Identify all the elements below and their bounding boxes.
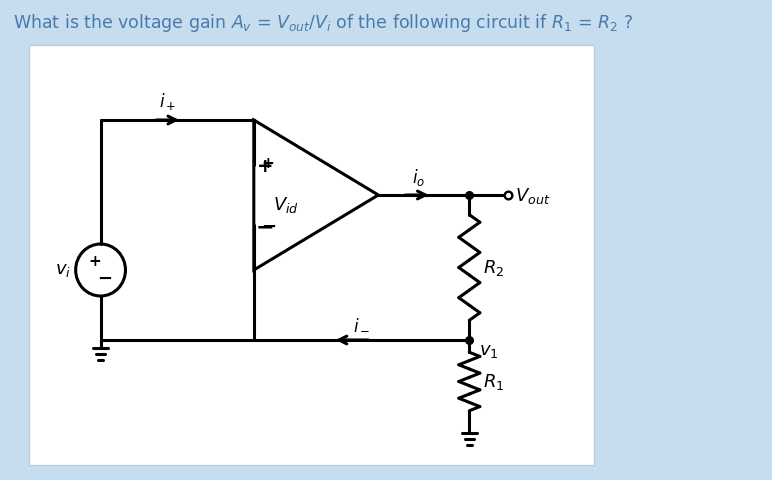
Text: $V_{out}$: $V_{out}$ xyxy=(515,186,550,206)
Text: +: + xyxy=(89,253,101,268)
Text: $R_1$: $R_1$ xyxy=(482,372,504,392)
Text: −: − xyxy=(96,270,112,288)
Text: $i_o$: $i_o$ xyxy=(412,167,425,188)
Text: $i_-$: $i_-$ xyxy=(353,315,371,333)
Text: $v_1$: $v_1$ xyxy=(479,342,499,360)
Text: $V_{id}$: $V_{id}$ xyxy=(273,195,299,215)
Text: $v_i$: $v_i$ xyxy=(55,261,71,279)
Text: What is the voltage gain $A_v$ = $V_{out}$/$V_i$ of the following circuit if $R_: What is the voltage gain $A_v$ = $V_{out… xyxy=(13,12,634,34)
Text: $i_+$: $i_+$ xyxy=(159,92,176,112)
Text: −: − xyxy=(262,218,276,236)
FancyBboxPatch shape xyxy=(29,45,594,465)
Text: +: + xyxy=(257,157,273,177)
Text: −: − xyxy=(256,217,275,237)
Text: +: + xyxy=(262,156,274,170)
Text: $R_2$: $R_2$ xyxy=(482,257,504,277)
